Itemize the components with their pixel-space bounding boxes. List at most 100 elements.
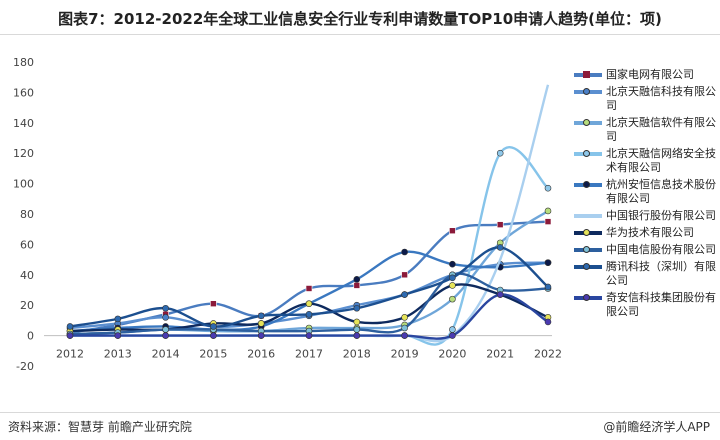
data-point <box>257 332 265 339</box>
data-point <box>544 207 552 215</box>
y-tick-label: 80 <box>20 208 34 221</box>
legend-label: 腾讯科技（深圳）有限公司 <box>606 260 716 287</box>
data-point <box>401 271 408 279</box>
footer-divider <box>0 412 720 413</box>
x-tick-label: 2022 <box>534 348 562 361</box>
legend-label: 奇安信科技集团股份有限公司 <box>606 291 716 318</box>
data-point <box>162 304 169 312</box>
data-point <box>114 315 122 323</box>
y-tick-label: 140 <box>13 117 34 130</box>
legend-item: 北京天融信科技有限公司 <box>572 85 718 113</box>
data-point <box>257 312 265 320</box>
data-point <box>210 332 217 339</box>
data-point <box>66 323 74 330</box>
line-chart: -20 0 20 40 60 80 100 120 140 160 180 2012 2013 2014 2… <box>13 56 562 373</box>
brand-note: @前瞻经济学人APP <box>603 420 710 434</box>
legend-marker <box>583 294 590 301</box>
data-point <box>544 184 552 192</box>
data-point <box>210 323 217 330</box>
x-tick-label: 2013 <box>104 348 132 361</box>
data-point <box>162 326 169 333</box>
data-point <box>401 332 408 339</box>
legend-item: 中国电信股份有限公司 <box>572 243 718 257</box>
data-point <box>353 318 361 326</box>
data-point <box>305 332 313 339</box>
data-point <box>353 276 361 283</box>
data-point <box>496 149 504 157</box>
legend-item: 杭州安恒信息技术股份有限公司 <box>572 178 718 206</box>
data-point <box>449 326 456 333</box>
data-point <box>544 318 552 326</box>
legend-label: 中国银行股份有限公司 <box>606 209 716 222</box>
y-tick-label: 180 <box>13 56 34 69</box>
legend-label: 华为技术有限公司 <box>606 226 694 239</box>
data-point <box>544 283 552 291</box>
data-point <box>305 311 313 318</box>
data-point <box>401 291 408 298</box>
y-tick-label: 0 <box>27 330 34 343</box>
data-point <box>449 274 456 282</box>
legend-marker <box>583 263 590 270</box>
x-tick-label: 2012 <box>56 348 84 361</box>
legend-item: 北京天融信软件有限公司 <box>572 116 718 144</box>
legend-item: 国家电网有限公司 <box>572 68 718 82</box>
legend-label: 杭州安恒信息技术股份有限公司 <box>606 178 716 205</box>
legend-marker <box>583 181 590 188</box>
data-point <box>401 324 408 332</box>
data-point <box>353 282 361 289</box>
legend: 国家电网有限公司北京天融信科技有限公司 北京天融信软件有限公司 北京天融信网络安全技… <box>572 68 718 322</box>
chart-title: 图表7：2012-2022年全球工业信息安全行业专利申请数量TOP10申请人趋势… <box>58 10 662 28</box>
data-point <box>353 304 361 312</box>
legend-marker <box>583 150 590 157</box>
data-point <box>162 332 169 339</box>
y-tick-label: 100 <box>13 178 34 191</box>
x-tick-label: 2016 <box>247 348 275 361</box>
legend-label: 中国电信股份有限公司 <box>606 243 716 256</box>
legend-item: 奇安信科技集团股份有限公司 <box>572 291 718 319</box>
legend-swatch <box>574 214 602 218</box>
legend-item: 腾讯科技（深圳）有限公司 <box>572 260 718 288</box>
data-point <box>353 326 361 333</box>
data-point <box>449 227 456 235</box>
data-point <box>353 332 361 339</box>
legend-item: 华为技术有限公司 <box>572 226 718 240</box>
x-tick-label: 2020 <box>438 348 466 361</box>
y-tick-label: 120 <box>13 147 34 160</box>
x-tick-label: 2014 <box>152 348 180 361</box>
data-point <box>496 221 504 228</box>
data-point <box>401 248 408 256</box>
legend-label: 北京天融信软件有限公司 <box>606 116 716 143</box>
data-point <box>162 314 169 321</box>
legend-item: 北京天融信网络安全技术有限公司 <box>572 147 718 175</box>
data-point <box>257 320 265 327</box>
data-point <box>496 244 504 251</box>
data-point <box>449 295 456 303</box>
source-note: 资料来源：智慧芽 前瞻产业研究院 <box>8 420 192 434</box>
x-tick-label: 2019 <box>391 348 419 361</box>
data-point <box>114 332 122 339</box>
data-point <box>66 332 74 339</box>
y-tick-label: 20 <box>20 299 34 312</box>
y-tick-label: -20 <box>16 360 34 373</box>
y-tick-label: 60 <box>20 238 34 251</box>
legend-label: 国家电网有限公司 <box>606 68 694 81</box>
data-point <box>305 300 313 307</box>
y-tick-label: 160 <box>13 86 34 99</box>
legend-marker <box>583 71 590 78</box>
title-divider <box>0 34 720 35</box>
legend-label: 北京天融信科技有限公司 <box>606 85 716 112</box>
x-tick-label: 2021 <box>486 348 514 361</box>
data-point <box>449 260 456 268</box>
data-point <box>305 285 313 292</box>
data-point <box>401 314 408 321</box>
x-tick-label: 2017 <box>295 348 323 361</box>
legend-marker <box>583 246 590 253</box>
legend-marker <box>583 88 590 95</box>
y-tick-label: 40 <box>20 269 34 282</box>
data-point <box>544 218 552 225</box>
x-tick-label: 2015 <box>199 348 227 361</box>
data-point <box>449 282 456 289</box>
legend-marker <box>583 229 590 236</box>
legend-item: 中国银行股份有限公司 <box>572 209 718 223</box>
legend-label: 北京天融信网络安全技术有限公司 <box>606 147 716 174</box>
